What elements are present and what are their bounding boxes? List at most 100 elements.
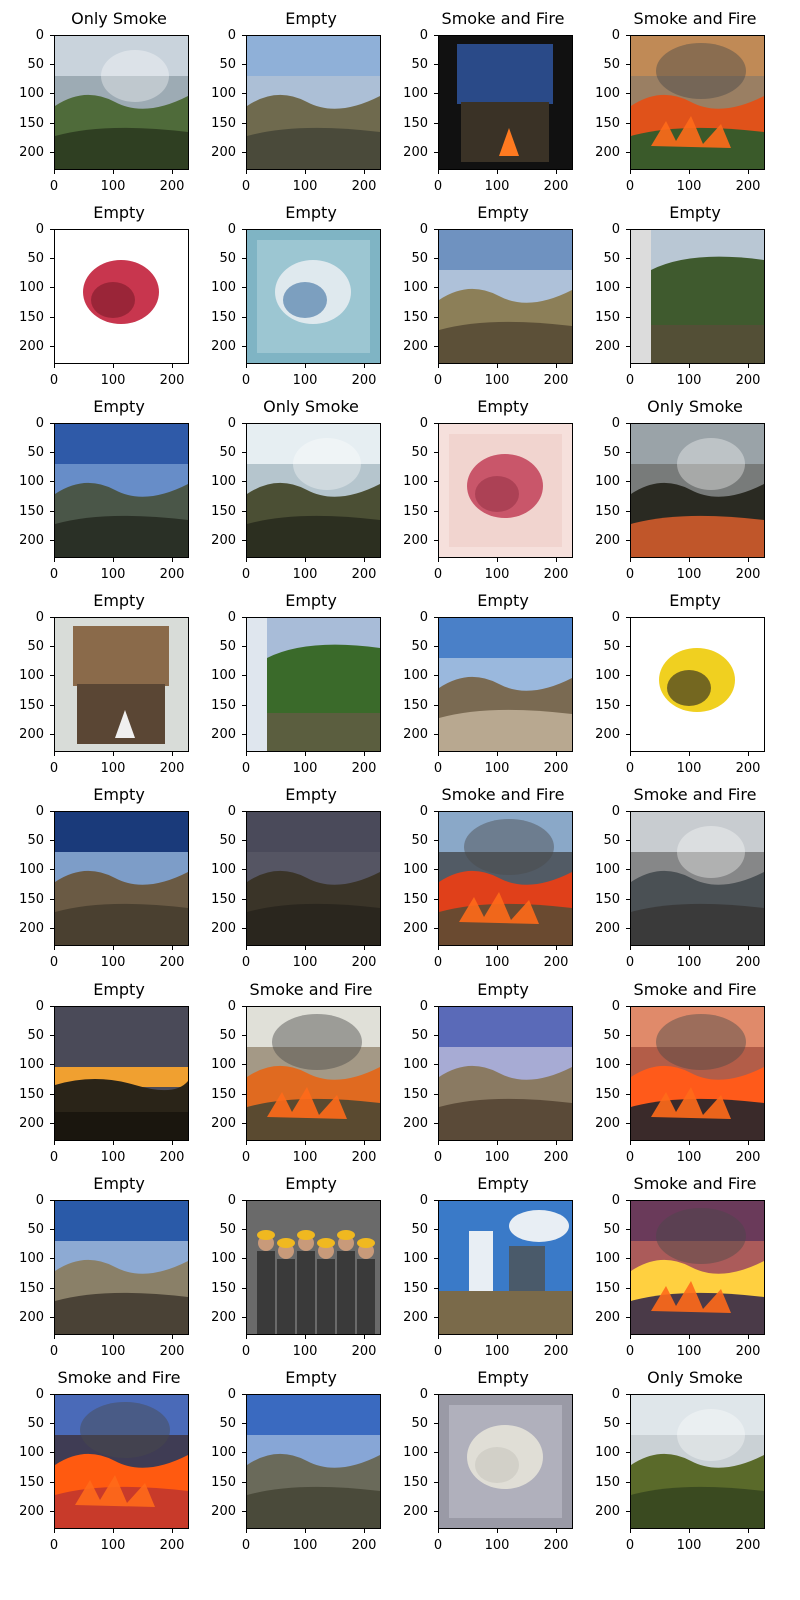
image-panel: Empty 0 50 100 150 200 0 100 200: [576, 592, 766, 786]
y-tick-label: 200: [211, 145, 236, 160]
y-tick-mark: [50, 617, 54, 618]
x-tick-label: 0: [241, 1344, 251, 1359]
x-tick-label: 100: [292, 179, 318, 194]
x-tick-mark: [113, 1335, 114, 1339]
y-tick-label: 200: [211, 1116, 236, 1131]
x-tick-mark: [364, 946, 365, 950]
y-tick-mark: [242, 1094, 246, 1095]
x-tick-mark: [172, 364, 173, 368]
y-tick-label: 150: [403, 310, 428, 325]
y-tick-label: 150: [595, 116, 620, 131]
x-tick-label: 100: [484, 1344, 510, 1359]
y-tick-label: 150: [595, 504, 620, 519]
y-tick-mark: [242, 1123, 246, 1124]
y-tick-mark: [50, 1123, 54, 1124]
x-tick-mark: [172, 170, 173, 174]
panel-title: Empty: [93, 203, 145, 222]
x-tick-mark: [364, 364, 365, 368]
y-tick-mark: [434, 511, 438, 512]
x-tick-label: 0: [433, 1150, 443, 1165]
image-panel: Smoke and Fire 0 50 100 150 200 0 100 200: [576, 10, 766, 204]
x-tick-label: 200: [735, 373, 761, 388]
x-tick-label: 200: [351, 373, 377, 388]
y-tick-mark: [434, 840, 438, 841]
image-panel: Empty 0 50 100 150 200 0 100 200: [192, 1175, 382, 1369]
image-panel: Empty 0 50 100 150 200 0 100 200: [192, 204, 382, 398]
y-tick-mark: [242, 229, 246, 230]
x-tick-mark: [438, 752, 439, 756]
panel-title: Empty: [477, 203, 529, 222]
y-tick-mark: [434, 1423, 438, 1424]
panel-image: [54, 423, 189, 558]
panel-image: [438, 229, 573, 364]
y-tick-label: 50: [411, 1028, 428, 1043]
y-tick-mark: [626, 675, 630, 676]
x-tick-mark: [630, 1335, 631, 1339]
x-tick-mark: [246, 1529, 247, 1533]
y-tick-label: 50: [27, 639, 44, 654]
image-panel: Smoke and Fire 0 50 100 150 200 0 100 200: [384, 10, 574, 204]
y-tick-label: 150: [211, 1475, 236, 1490]
x-tick-mark: [556, 558, 557, 562]
image-panel: Empty 0 50 100 150 200 0 100 200: [384, 204, 574, 398]
y-tick-mark: [242, 1511, 246, 1512]
y-tick-label: 0: [419, 804, 428, 819]
x-tick-label: 200: [159, 1150, 185, 1165]
y-tick-label: 0: [35, 1387, 44, 1402]
y-tick-mark: [50, 540, 54, 541]
x-tick-label: 0: [241, 761, 251, 776]
panel-image: [54, 1006, 189, 1141]
y-tick-label: 50: [219, 1222, 236, 1237]
y-tick-label: 200: [19, 921, 44, 936]
y-tick-mark: [626, 35, 630, 36]
y-tick-mark: [242, 481, 246, 482]
y-tick-label: 100: [403, 280, 428, 295]
y-tick-mark: [626, 811, 630, 812]
y-tick-label: 0: [35, 610, 44, 625]
y-tick-label: 100: [211, 862, 236, 877]
x-tick-label: 0: [49, 761, 59, 776]
y-tick-mark: [626, 346, 630, 347]
x-tick-mark: [364, 558, 365, 562]
y-tick-label: 50: [219, 639, 236, 654]
y-tick-label: 150: [211, 892, 236, 907]
y-tick-mark: [626, 423, 630, 424]
y-tick-mark: [50, 899, 54, 900]
panel-image: [54, 811, 189, 946]
x-tick-label: 0: [49, 1538, 59, 1553]
y-tick-label: 200: [403, 1504, 428, 1519]
y-tick-mark: [50, 811, 54, 812]
panel-title: Smoke and Fire: [633, 9, 757, 28]
y-tick-label: 0: [419, 1387, 428, 1402]
y-tick-label: 200: [595, 1116, 620, 1131]
y-tick-label: 100: [403, 1251, 428, 1266]
y-tick-mark: [50, 35, 54, 36]
y-tick-mark: [242, 152, 246, 153]
x-tick-label: 100: [676, 1344, 702, 1359]
x-tick-mark: [113, 1529, 114, 1533]
y-tick-label: 200: [211, 1504, 236, 1519]
y-tick-mark: [242, 346, 246, 347]
x-tick-label: 100: [292, 1150, 318, 1165]
y-tick-mark: [434, 287, 438, 288]
x-tick-mark: [748, 946, 749, 950]
x-tick-label: 0: [433, 761, 443, 776]
y-tick-mark: [434, 540, 438, 541]
y-tick-mark: [434, 1288, 438, 1289]
x-tick-mark: [364, 170, 365, 174]
panel-image: [54, 35, 189, 170]
panel-image: [630, 423, 765, 558]
y-tick-mark: [434, 452, 438, 453]
x-tick-mark: [364, 1335, 365, 1339]
panel-image: [246, 1006, 381, 1141]
x-tick-label: 200: [351, 1150, 377, 1165]
x-tick-label: 100: [676, 179, 702, 194]
y-tick-label: 0: [35, 28, 44, 43]
y-tick-mark: [50, 93, 54, 94]
y-tick-mark: [50, 346, 54, 347]
x-tick-label: 0: [625, 1150, 635, 1165]
x-tick-label: 200: [543, 567, 569, 582]
y-tick-mark: [50, 423, 54, 424]
x-tick-mark: [748, 1141, 749, 1145]
panel-image: [54, 229, 189, 364]
